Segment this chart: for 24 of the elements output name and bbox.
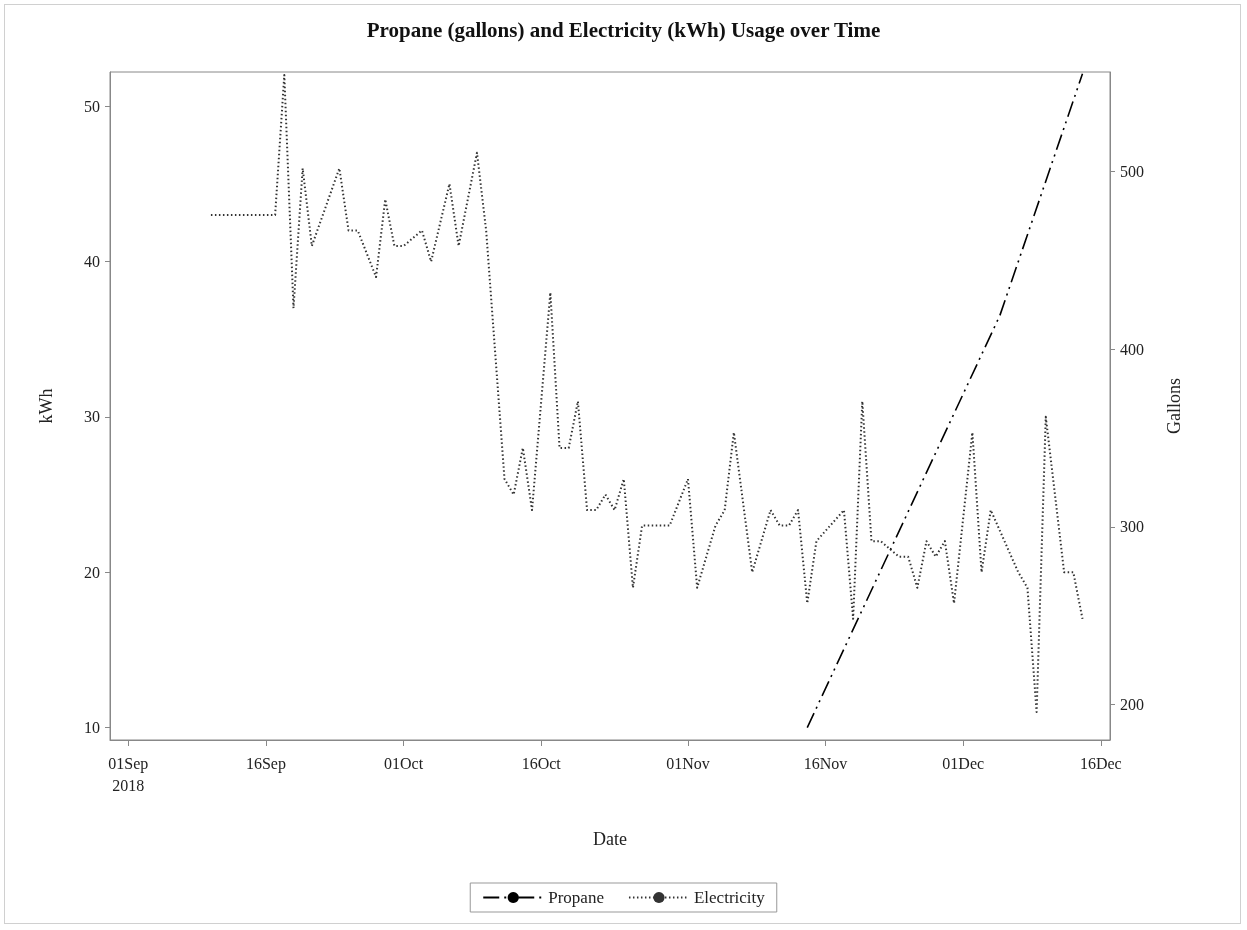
- legend-label: Electricity: [693, 888, 766, 907]
- x-tick-label: 01Oct: [384, 754, 424, 772]
- y2-tick-label: 300: [1120, 518, 1144, 536]
- x-axis-title: Date: [593, 829, 627, 849]
- x-tick-label: 16Oct: [521, 754, 562, 772]
- legend-label: Propane: [548, 888, 604, 907]
- x-tick-label: 01Sep 2018: [108, 754, 149, 794]
- y-tick-label: 10: [84, 719, 100, 737]
- y2-tick-label: 200: [1120, 695, 1144, 713]
- x-tick-label: 16Sep: [245, 754, 286, 773]
- y-tick-label: 20: [84, 563, 100, 581]
- line-series: [209, 74, 1084, 714]
- y2-axis-title: Gallons: [1164, 378, 1184, 434]
- x-tick-label: 01Dec: [942, 754, 985, 772]
- x-tick-label: 01Nov: [666, 754, 710, 772]
- chart-title: Propane (gallons) and Electricity (kWh) Usage over Time: [366, 17, 881, 42]
- x-tick-label: 16Dec: [1079, 754, 1122, 772]
- y-tick-label: 40: [84, 253, 100, 271]
- x-tick-label: 16Nov: [803, 754, 848, 772]
- y2-tick-label: 500: [1120, 162, 1144, 180]
- y-tick-label: 30: [84, 408, 100, 426]
- y-tick-label: 50: [84, 97, 100, 115]
- y2-tick-label: 400: [1120, 340, 1144, 358]
- y-axis-title: kWh: [36, 388, 56, 424]
